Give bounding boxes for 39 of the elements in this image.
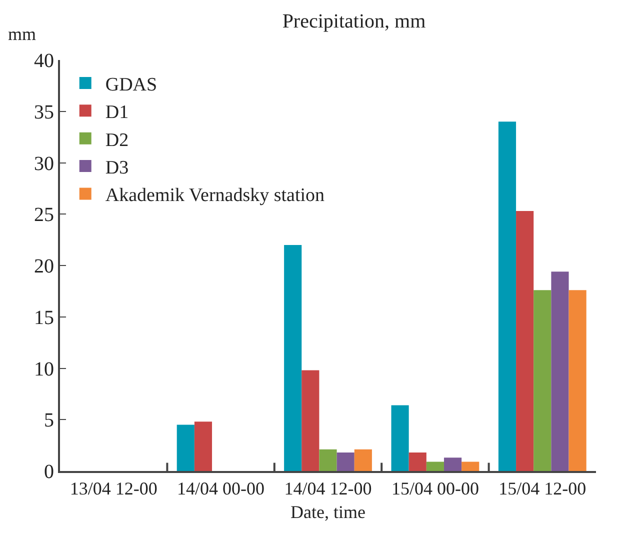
- bar: [302, 370, 320, 471]
- bar: [444, 458, 462, 471]
- y-tick-label: 35: [34, 101, 54, 124]
- y-tick-label: 10: [34, 358, 54, 380]
- x-tick-label: 13/04 12-00: [70, 478, 158, 499]
- x-tick-label: 14/04 12-00: [284, 478, 372, 499]
- chart-title: Precipitation, mm: [282, 10, 426, 32]
- x-axis-title: Date, time: [290, 502, 366, 522]
- x-tick-label: 14/04 00-00: [177, 478, 265, 499]
- y-tick-label: 5: [44, 410, 54, 432]
- bar: [194, 422, 212, 471]
- bar: [408, 452, 426, 471]
- x-tick-label: 15/04 12-00: [498, 478, 586, 499]
- bar: [319, 449, 337, 471]
- y-axis-title: mm: [8, 24, 36, 44]
- legend-label: D1: [105, 102, 129, 124]
- bar: [516, 211, 534, 471]
- bar: [426, 462, 444, 471]
- y-tick-label: 0: [44, 461, 54, 483]
- y-tick-label: 20: [34, 256, 54, 278]
- y-tick-label: 15: [34, 306, 54, 329]
- y-tick-label: 30: [34, 152, 54, 175]
- legend-label: D3: [105, 157, 129, 178]
- x-tick-label: 15/04 00-00: [391, 478, 479, 499]
- bar: [391, 405, 409, 471]
- y-tick-label: 40: [34, 50, 54, 72]
- legend-label: Akademik Vernadsky station: [105, 185, 326, 206]
- legend-label: GDAS: [105, 74, 158, 96]
- bar: [568, 290, 586, 471]
- bar: [462, 462, 480, 471]
- bar: [498, 122, 516, 471]
- bar: [336, 452, 354, 471]
- legend-label: D2: [105, 130, 129, 151]
- bar: [354, 449, 372, 471]
- bar: [284, 244, 302, 471]
- bar: [551, 272, 569, 471]
- bar: [534, 290, 552, 471]
- bar: [176, 424, 194, 471]
- y-tick-label: 25: [34, 204, 54, 226]
